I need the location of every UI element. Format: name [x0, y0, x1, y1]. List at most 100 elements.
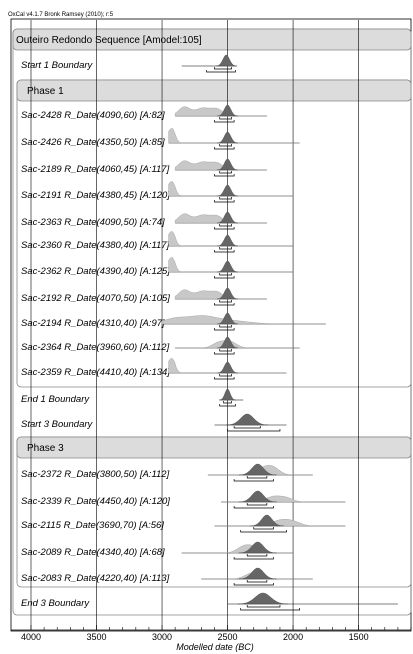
row: Sac-2372 R_Date(3800,50) [A:112]	[21, 463, 313, 482]
sequence-title: Outeiro Redondo Sequence [Amodel:105]	[16, 35, 202, 46]
row-label: Sac-2362 R_Date(4390,40) [A:125]	[21, 266, 170, 277]
posterior-distribution	[216, 158, 239, 171]
probability-range	[223, 401, 232, 404]
posterior-distribution	[216, 287, 239, 300]
probability-range	[214, 377, 235, 380]
prior-distribution	[174, 106, 267, 117]
probability-range	[240, 530, 287, 533]
row: Sac-2115 R_Date(3690,70) [A:56]	[21, 514, 346, 533]
x-tick-label: 2000	[283, 632, 303, 642]
probability-range	[219, 300, 232, 303]
row: Sac-2194 R_Date(4310,40) [A:97]	[21, 312, 326, 331]
row-label: Sac-2360 R_Date(4380,40) [A:117]	[21, 240, 170, 251]
row: Sac-2426 R_Date(4350,50) [A:85]	[21, 128, 300, 150]
probability-range	[219, 325, 232, 328]
probability-range	[219, 144, 232, 147]
probability-range	[219, 171, 232, 174]
probability-range	[214, 147, 235, 150]
probability-range	[246, 605, 281, 608]
sequence-header	[12, 28, 412, 51]
row: Start 1 Boundary	[21, 54, 237, 73]
row-label: Sac-2363 R_Date(4090,50) [A:74]	[21, 217, 165, 228]
prior-distribution	[221, 495, 346, 503]
prior-distribution	[161, 315, 326, 325]
row: Sac-2192 R_Date(4070,50) [A:105]	[21, 287, 267, 306]
probability-range	[219, 224, 232, 227]
row: Sac-2089 R_Date(4340,40) [A:68]	[21, 541, 294, 560]
probability-range	[246, 476, 268, 479]
probability-range	[219, 404, 236, 407]
probability-range	[233, 479, 274, 482]
posterior-distribution	[216, 234, 239, 247]
prior-distribution	[168, 128, 300, 144]
probability-range	[219, 349, 232, 352]
row: Sac-2363 R_Date(4090,50) [A:74]	[21, 211, 267, 230]
posterior-distribution	[238, 567, 277, 580]
prior-distribution	[174, 160, 267, 171]
phase-header	[16, 436, 412, 459]
prior-distribution	[181, 544, 294, 554]
row-label: Sac-2372 R_Date(3800,50) [A:112]	[21, 469, 170, 480]
probability-range	[214, 303, 235, 306]
probability-range	[214, 67, 232, 70]
phase-title: Phase 1	[27, 86, 64, 97]
prior-distribution	[214, 518, 346, 527]
row-label: End 1 Boundary	[21, 394, 90, 405]
posterior-distribution	[216, 104, 239, 117]
posterior-distribution	[249, 514, 284, 527]
row-label: End 3 Boundary	[21, 598, 90, 609]
posterior-distribution	[216, 336, 239, 349]
row: Sac-2339 R_Date(4450,40) [A:120]	[21, 490, 346, 509]
row-label: Sac-2191 R_Date(4380,45) [A:120]	[21, 190, 170, 201]
prior-distribution	[175, 340, 300, 349]
row-label: Sac-2115 R_Date(3690,70) [A:56]	[21, 520, 164, 531]
header-text: OxCal v4.1.7 Bronk Ramsey (2010); r:5	[8, 12, 114, 18]
rows: Start 1 Boundary Sac-2428 R_Date(4090,60)…	[21, 54, 398, 611]
probability-range	[219, 247, 232, 250]
row-label: Sac-2194 R_Date(4310,40) [A:97]	[21, 318, 165, 329]
row-label: Sac-2083 R_Date(4220,40) [A:113]	[21, 573, 170, 584]
probability-range	[206, 70, 236, 73]
posterior-distribution	[216, 260, 239, 273]
grouping-boxes: Outeiro Redondo Sequence [Amodel:105] Pha…	[12, 28, 412, 616]
row-label: Sac-2364 R_Date(3960,60) [A:112]	[21, 342, 170, 353]
row-label: Start 1 Boundary	[21, 60, 94, 71]
probability-range	[219, 197, 232, 200]
row: Sac-2191 R_Date(4380,45) [A:120]	[21, 181, 294, 203]
phase-box	[16, 436, 412, 588]
row-label: Sac-2359 R_Date(4410,40) [A:134]	[21, 367, 170, 378]
posterior-distribution	[216, 211, 239, 224]
row: Sac-2189 R_Date(4060,45) [A:117]	[21, 158, 267, 177]
row: End 1 Boundary	[21, 388, 244, 407]
probability-range	[246, 580, 268, 583]
probability-range	[253, 527, 274, 530]
posterior-distribution	[238, 541, 277, 554]
probability-range	[219, 273, 232, 276]
probability-range	[240, 608, 300, 611]
x-tick-label: 4000	[21, 632, 41, 642]
row: Sac-2428 R_Date(4090,60) [A:82]	[21, 104, 267, 123]
row-label: Sac-2189 R_Date(4060,45) [A:117]	[21, 164, 170, 175]
posterior-distribution	[216, 184, 239, 197]
posterior-distribution	[226, 413, 269, 426]
probability-range	[219, 117, 232, 120]
row-label: Sac-2428 R_Date(4090,60) [A:82]	[21, 110, 165, 121]
row: Start 3 Boundary	[21, 413, 287, 432]
posterior-distribution	[216, 131, 239, 144]
posterior-distribution	[215, 54, 237, 67]
gridlines	[30, 20, 359, 630]
row: Sac-2362 R_Date(4390,40) [A:125]	[21, 257, 294, 279]
probability-range	[214, 120, 235, 123]
probability-range	[227, 429, 281, 432]
probability-range	[233, 583, 274, 586]
probability-range	[246, 503, 268, 506]
row-label: Sac-2339 R_Date(4450,40) [A:120]	[21, 496, 170, 507]
x-tick-label: 2500	[218, 632, 238, 642]
posterior-distribution	[216, 361, 239, 374]
row: Sac-2083 R_Date(4220,40) [A:113]	[21, 567, 313, 586]
probability-range	[214, 227, 235, 230]
x-axis-label: Modelled date (BC)	[176, 642, 254, 652]
probability-range	[214, 250, 235, 253]
posterior-distribution	[219, 388, 237, 401]
